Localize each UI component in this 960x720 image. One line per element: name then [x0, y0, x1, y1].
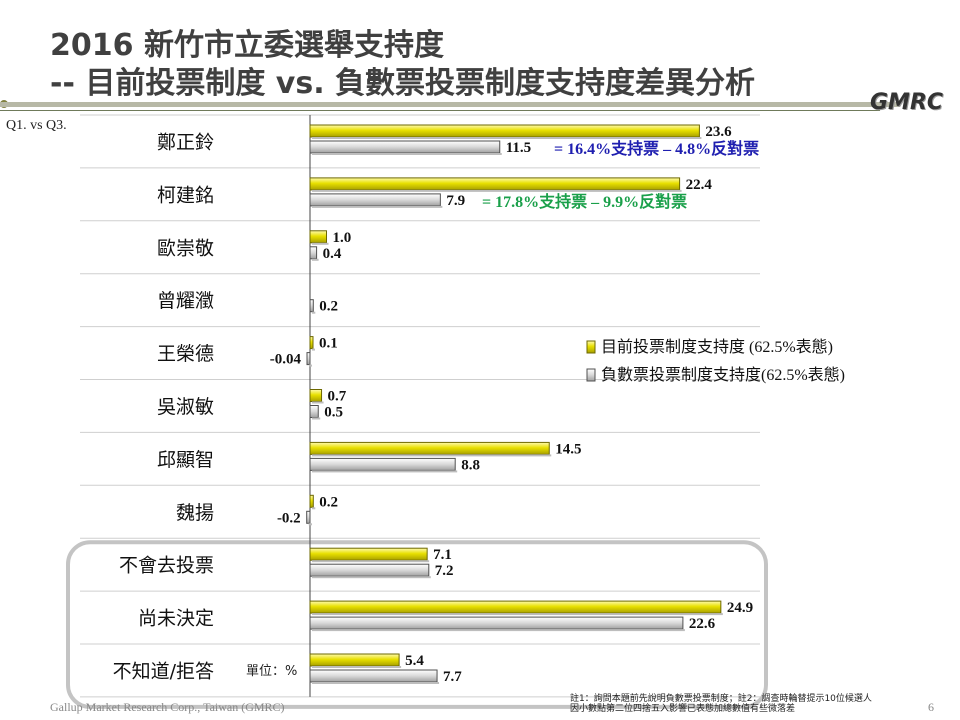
- title-rule: [0, 102, 900, 107]
- bar-shadow: [312, 576, 431, 579]
- data-label: 7.1: [433, 547, 452, 563]
- gmrc-logo: GMRC: [870, 90, 944, 115]
- category-label: 鄭正鈴: [157, 131, 214, 153]
- data-label: 0.1: [319, 336, 338, 352]
- data-label: 24.9: [727, 600, 753, 616]
- bar-shadow: [312, 682, 440, 684]
- data-label: 8.8: [461, 457, 480, 473]
- legend-swatch-negative: [586, 368, 596, 382]
- bar-negative: [309, 299, 314, 313]
- data-label: 22.6: [689, 616, 716, 632]
- legend-label: 目前投票制度支持度 (62.5%表態): [601, 338, 833, 356]
- bar-negative: [309, 457, 456, 471]
- data-label: 0.2: [319, 494, 338, 510]
- bar-shadow: [312, 613, 723, 616]
- bar-current: [309, 494, 314, 508]
- bar-shadow: [312, 454, 552, 457]
- category-label: 王榮德: [157, 343, 214, 365]
- bar-negative: [306, 510, 311, 524]
- bar-shadow: [312, 205, 443, 208]
- bar-shadow: [312, 311, 316, 314]
- bar-negative: [309, 193, 441, 207]
- bar-shadow: [312, 507, 316, 510]
- category-label: 吳淑敏: [157, 396, 214, 418]
- category-label: 不知道/拒答: [113, 660, 214, 682]
- bar-shadow: [312, 242, 329, 245]
- bar-negative: [309, 246, 318, 260]
- data-label: 11.5: [506, 140, 531, 156]
- bar-shadow: [312, 401, 324, 404]
- bar-shadow: [312, 348, 315, 351]
- data-label: -0.04: [270, 352, 302, 368]
- annotation-text: = 17.8%支持票 – 9.9%反對票: [482, 192, 687, 211]
- bar-current: [309, 441, 550, 455]
- unit-label: 單位：%: [246, 664, 298, 679]
- page-number: 6: [928, 700, 934, 714]
- bar-current: [309, 177, 681, 191]
- category-label: 曾耀瀓: [157, 290, 214, 312]
- bar-shadow: [309, 364, 312, 367]
- category-label: 邱顯智: [157, 449, 214, 471]
- data-label: 7.2: [435, 563, 454, 579]
- highlight-box: [66, 540, 768, 709]
- bar-shadow: [312, 258, 319, 261]
- bar-shadow: [312, 470, 458, 473]
- category-label: 柯建銘: [157, 184, 214, 206]
- legend-label: 負數票投票制度支持度(62.5%表態): [601, 366, 845, 384]
- data-label: 5.4: [405, 653, 424, 669]
- bar-shadow: [312, 137, 702, 139]
- bar-negative: [309, 140, 501, 154]
- bar-current: [309, 336, 314, 350]
- bar-shadow: [308, 523, 312, 526]
- data-label: 7.7: [443, 669, 462, 685]
- bar-negative: [309, 563, 430, 577]
- bar-shadow: [312, 153, 502, 155]
- question-label: Q1. vs Q3.: [6, 118, 67, 133]
- data-label: 23.6: [705, 124, 732, 140]
- annotation-text: = 16.4%支持票 – 4.8%反對票: [554, 139, 759, 158]
- bar-shadow: [312, 189, 682, 192]
- category-label: 不會去投票: [119, 555, 214, 577]
- bar-current: [309, 547, 428, 561]
- data-label: 7.9: [446, 193, 465, 209]
- bar-current: [309, 230, 327, 244]
- bar-shadow: [312, 417, 321, 420]
- data-label: 22.4: [686, 177, 713, 193]
- footer-company: Gallup Market Research Corp., Taiwan (GM…: [50, 700, 285, 714]
- data-label: 0.7: [328, 389, 347, 405]
- data-label: 14.5: [555, 441, 581, 457]
- bar-current: [309, 124, 700, 138]
- bar-shadow: [312, 666, 402, 668]
- footer-note-line1: 註1：詢問本題前先說明負數票投票制度；註2：調查時輪替提示10位候選人: [570, 694, 872, 704]
- bar-negative: [306, 352, 311, 366]
- bar-negative: [309, 616, 684, 630]
- bar-current: [309, 600, 722, 614]
- category-label: 魏揚: [176, 502, 214, 524]
- title-rule-thin: [0, 110, 880, 111]
- category-label: 尚未決定: [138, 608, 214, 630]
- data-label: 0.4: [323, 246, 342, 262]
- bar-shadow: [312, 629, 685, 632]
- bar-current: [309, 389, 323, 402]
- footer-note: 註1：詢問本題前先說明負數票投票制度；註2：調查時輪替提示10位候選人 因小數點…: [570, 694, 930, 714]
- data-label: -0.2: [277, 510, 301, 526]
- bar-current: [309, 653, 400, 667]
- data-label: 0.5: [324, 405, 343, 421]
- bar-negative: [309, 405, 319, 418]
- data-label: 0.2: [319, 299, 338, 315]
- bar-shadow: [312, 560, 430, 563]
- data-label: 1.0: [333, 230, 352, 246]
- bar-negative: [309, 669, 438, 683]
- category-label: 歐崇敬: [157, 237, 214, 259]
- slide-title-line2: -- 目前投票制度 vs. 負數票投票制度支持度差異分析: [50, 66, 756, 101]
- slide-title-line1: 2016 新竹市立委選舉支持度: [50, 28, 444, 63]
- footer-note-line2: 因小數點第二位四捨五入影響已表態加總數值有些微落差: [570, 704, 796, 714]
- legend-swatch-current: [586, 340, 596, 354]
